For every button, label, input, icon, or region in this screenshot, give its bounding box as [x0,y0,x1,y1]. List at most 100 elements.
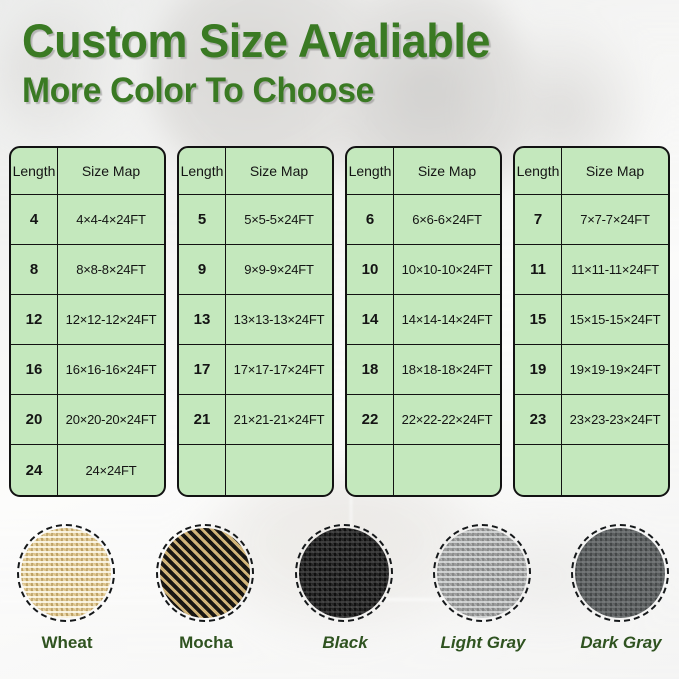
cell-length [347,445,394,495]
column-header-length: Length [179,148,226,194]
cell-size-map: 22×22-22×24FT [401,412,493,427]
table-row: 16 16×16-16×24FT [11,345,164,395]
cell-size-map: 24×24FT [85,462,137,478]
cell-length: 5 [179,195,226,244]
cell-length: 10 [347,245,394,294]
cell-length: 9 [179,245,226,294]
column-header-size-map: Size Map [417,163,477,179]
cell-length: 17 [179,345,226,394]
table-header-row: Length Size Map [11,148,164,195]
background-line [370,598,490,601]
table-row-empty [179,445,332,495]
table-row: 17 17×17-17×24FT [179,345,332,395]
cell-size-map: 16×16-16×24FT [65,362,157,377]
cell-size-map [394,445,500,495]
swatch-label: Light Gray [440,633,526,652]
headline-block: Custom Size Avaliable More Color To Choo… [22,12,510,113]
cell-size-map: 8×8-8×24FT [76,262,146,277]
size-table-2: Length Size Map 5 5×5-5×24FT 9 9×9-9×24F… [177,146,334,497]
cell-length: 11 [515,245,562,294]
table-row: 20 20×20-20×24FT [11,395,164,445]
cell-size-map [562,445,668,495]
fabric-texture-black [299,528,389,618]
swatch-circle [295,524,393,622]
cell-size-map [226,445,332,495]
table-row: 18 18×18-18×24FT [347,345,500,395]
cell-length: 22 [347,395,394,444]
cell-size-map: 13×13-13×24FT [233,312,325,327]
cell-size-map: 12×12-12×24FT [65,312,157,327]
cell-size-map: 11×11-11×24FT [571,262,659,277]
table-row: 5 5×5-5×24FT [179,195,332,245]
color-swatch-wheat: Wheat [17,524,117,653]
cell-length: 16 [11,345,58,394]
cell-size-map: 10×10-10×24FT [401,262,493,277]
cell-size-map: 21×21-21×24FT [233,412,325,427]
cell-length [515,445,562,495]
table-row: 24 24×24FT [11,445,164,495]
swatch-circle [571,524,669,622]
table-header-row: Length Size Map [515,148,668,195]
color-swatch-dark-gray: Dark Gray [571,524,671,653]
table-row-empty [515,445,668,495]
column-header-size-map: Size Map [249,163,309,179]
color-swatch-mocha: Mocha [156,524,256,653]
cell-length: 8 [11,245,58,294]
column-header-length: Length [347,148,394,194]
cell-length: 19 [515,345,562,394]
fabric-texture-wheat [21,528,111,618]
table-row: 8 8×8-8×24FT [11,245,164,295]
swatch-label: Dark Gray [580,633,662,652]
column-header-length: Length [11,148,58,194]
cell-length: 14 [347,295,394,344]
table-row: 7 7×7-7×24FT [515,195,668,245]
table-row: 15 15×15-15×24FT [515,295,668,345]
fabric-texture-light-gray [437,528,527,618]
column-header-size-map: Size Map [585,163,645,179]
swatch-label: Wheat [41,633,93,652]
table-row: 6 6×6-6×24FT [347,195,500,245]
cell-size-map: 15×15-15×24FT [569,312,661,327]
cell-length: 18 [347,345,394,394]
swatch-circle [156,524,254,622]
table-row: 11 11×11-11×24FT [515,245,668,295]
cell-size-map: 4×4-4×24FT [76,212,146,227]
table-row: 12 12×12-12×24FT [11,295,164,345]
table-header-row: Length Size Map [347,148,500,195]
color-swatch-light-gray: Light Gray [433,524,533,653]
cell-length: 24 [11,445,58,495]
cell-size-map: 6×6-6×24FT [412,212,482,227]
cell-length: 20 [11,395,58,444]
table-row: 10 10×10-10×24FT [347,245,500,295]
background-line [350,470,352,560]
fabric-texture-dark-gray [575,528,665,618]
fabric-texture-mocha [160,528,250,618]
cell-length: 23 [515,395,562,444]
size-table-4: Length Size Map 7 7×7-7×24FT 11 11×11-11… [513,146,670,497]
swatch-label: Black [322,633,368,652]
color-swatch-black: Black [295,524,395,653]
color-swatch-row: Wheat Mocha Black Light Gray Dark Gray [0,524,679,679]
table-row: 22 22×22-22×24FT [347,395,500,445]
cell-length: 13 [179,295,226,344]
size-table-1: Length Size Map 4 4×4-4×24FT 8 8×8-8×24F… [9,146,166,497]
table-row: 19 19×19-19×24FT [515,345,668,395]
cell-size-map: 9×9-9×24FT [244,262,314,277]
cell-length: 21 [179,395,226,444]
column-header-size-map: Size Map [81,163,141,179]
cell-length: 15 [515,295,562,344]
size-tables: Length Size Map 4 4×4-4×24FT 8 8×8-8×24F… [0,146,679,497]
headline-secondary: More Color To Choose [22,71,375,110]
background-shape [0,0,130,160]
table-row: 23 23×23-23×24FT [515,395,668,445]
cell-size-map: 18×18-18×24FT [401,362,493,377]
table-row-empty [347,445,500,495]
cell-length: 4 [11,195,58,244]
cell-size-map: 23×23-23×24FT [569,412,661,427]
table-header-row: Length Size Map [179,148,332,195]
swatch-label: Mocha [179,633,233,652]
cell-size-map: 14×14-14×24FT [401,312,493,327]
table-row: 9 9×9-9×24FT [179,245,332,295]
cell-size-map: 5×5-5×24FT [244,212,314,227]
